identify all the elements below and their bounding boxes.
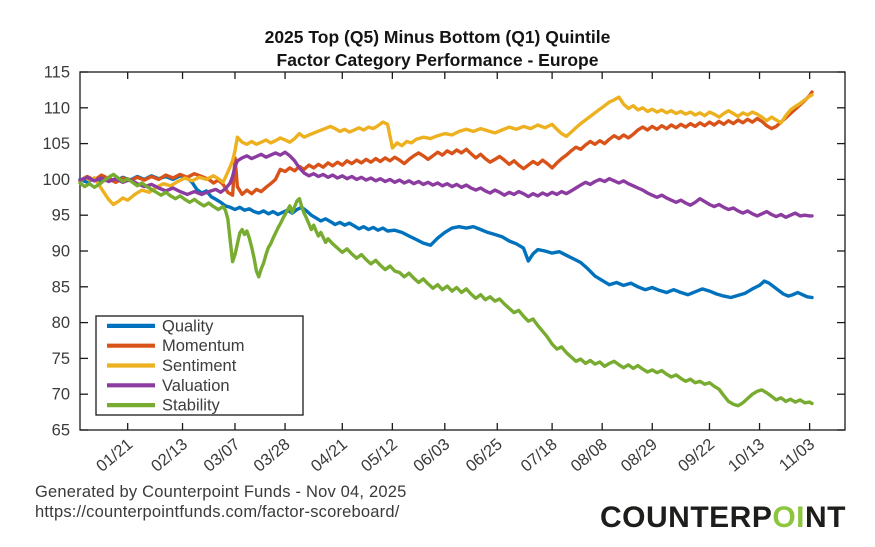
y-axis-tick-label: 105 [42,135,70,153]
x-axis-tick-label: 01/21 [93,435,136,475]
chart-title-line2: Factor Category Performance - Europe [276,49,599,70]
x-axis-tick-label: 07/18 [517,435,560,475]
chart-title: 2025 Top (Q5) Minus Bottom (Q1) Quintile… [0,26,875,72]
logo-text-right: NT [805,501,846,534]
chart-title-line1: 2025 Top (Q5) Minus Bottom (Q1) Quintile [264,27,611,47]
series-line-valuation [78,150,814,220]
series-line-sentiment [78,93,814,207]
legend-label-momentum: Momentum [162,337,245,355]
counterpoint-logo: COUNTERPOINT [600,501,846,535]
factor-performance-chart: 65 70 75 80 85 90 95 100 105 110 115 01/21 02/13 03/0… [42,64,846,476]
x-axis-tick-label: 11/03 [776,435,818,475]
y-axis-tick-label: 85 [52,278,70,296]
y-axis-tick-label: 110 [44,99,70,117]
logo-text-left: COUNTERP [599,501,773,534]
y-axis-tick-label: 65 [52,422,70,440]
y-axis-tick-label: 70 [52,386,70,404]
x-axis-tick-label: 10/13 [725,435,768,475]
legend-label-valuation: Valuation [162,377,230,395]
x-axis-tick-label: 06/03 [410,435,453,475]
y-axis-tick-label: 80 [52,314,70,332]
series-line-quality [78,174,814,300]
footer-generated-by: Generated by Counterpoint Funds - Nov 04… [35,483,407,501]
legend-label-stability: Stability [162,397,221,415]
y-axis-tick-label: 90 [52,243,70,261]
footer-url: https://counterpointfunds.com/factor-sco… [35,503,400,521]
x-axis-tick-label: 08/29 [618,435,661,475]
x-axis-tick-label: 03/28 [250,435,293,475]
legend-label-quality: Quality [162,317,214,335]
x-axis-tick-label: 05/12 [358,435,401,475]
x-axis-tick-label: 02/13 [148,435,191,475]
y-axis-tick-label: 95 [52,207,70,225]
logo-text-accent: OI [772,501,805,534]
x-axis-tick-label: 09/22 [675,435,718,475]
x-axis-tick-label: 04/21 [308,435,351,475]
x-axis-tick-label: 06/25 [463,435,506,475]
x-axis-tick-label: 08/08 [568,435,611,475]
x-axis-tick-label: 03/07 [200,435,243,475]
y-axis-tick-label: 75 [52,350,70,368]
series-line-stability [78,172,814,408]
y-axis-tick-label: 115 [44,64,70,82]
legend-label-sentiment: Sentiment [162,357,237,375]
y-axis-tick-label: 100 [42,171,70,189]
